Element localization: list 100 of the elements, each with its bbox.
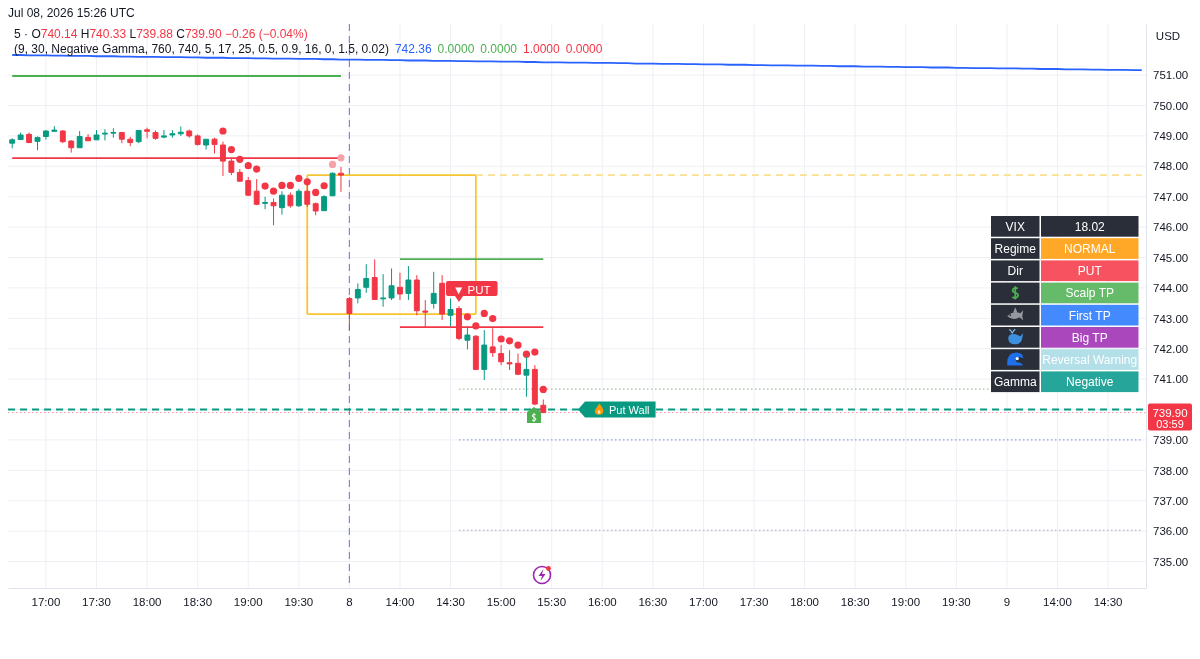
point [522, 350, 531, 358]
text: Jul 08, 2026 15:26 UTC [8, 6, 136, 20]
candlestick [177, 125, 184, 137]
x-tick-label: 16:30 [638, 596, 668, 609]
candlestick [354, 282, 361, 304]
candlestick [9, 137, 16, 149]
y-tick-label: 751.00 [1153, 69, 1189, 82]
candlestick [76, 130, 83, 149]
annotation: Scalp TP [1065, 286, 1114, 301]
x-tick-label: 16:00 [587, 596, 617, 609]
candlestick [110, 127, 117, 139]
candlestick [439, 274, 446, 321]
candlestick [321, 194, 328, 212]
candlestick [34, 136, 41, 151]
candlestick [262, 196, 269, 210]
candlestick [101, 128, 108, 141]
point [480, 309, 488, 318]
annotation: Reversal Warning [1042, 353, 1138, 368]
candlestick [85, 133, 92, 142]
point [269, 187, 278, 195]
candlestick [245, 176, 252, 197]
candlestick [380, 273, 387, 308]
annotation: 0.0000 [480, 42, 518, 56]
candlestick [17, 132, 24, 141]
annotation: Big TP [1071, 330, 1108, 345]
category-label: VIX [1005, 219, 1025, 234]
line-series [11, 54, 1143, 72]
annotation: PUT [1077, 264, 1103, 279]
point [244, 162, 252, 170]
candlestick [152, 129, 159, 141]
x-tick-label: 18:30 [183, 596, 213, 609]
point [497, 335, 505, 343]
text: 03:59 [1156, 417, 1184, 430]
point [303, 178, 311, 186]
ref-line-label: Put Wall [609, 403, 650, 416]
x-tick-label: 17:00 [689, 596, 718, 609]
candlestick [498, 344, 505, 366]
candlestick [346, 296, 353, 331]
x-tick-label: 18:30 [840, 596, 870, 609]
candlestick [371, 258, 378, 301]
y-axis-title: USD [1155, 30, 1181, 42]
point [531, 348, 539, 356]
x-tick-label: 19:30 [284, 596, 314, 609]
point [278, 181, 286, 190]
annotation: ▼ PUT [453, 283, 491, 296]
annotation: 0.0000 [437, 42, 475, 56]
x-tick-label: 17:30 [82, 596, 111, 609]
y-tick-label: 743.00 [1153, 312, 1189, 325]
x-tick-label: 19:00 [233, 596, 263, 609]
annotation: (9, 30, Negative Gamma, 760, 740, 5, 17, 25, 0.5, 0.9, 16, 0, 1.5, 0.02) [14, 42, 389, 56]
x-tick-label: 18:00 [132, 596, 162, 609]
candlestick [118, 132, 125, 144]
point [505, 337, 514, 345]
x-tick-label: 14:30 [1093, 596, 1123, 609]
point [219, 127, 227, 135]
y-tick-label: 744.00 [1153, 282, 1189, 295]
point [337, 154, 345, 162]
candlestick [270, 198, 277, 226]
candlestick [68, 139, 75, 154]
candlestick [329, 171, 336, 197]
x-tick-label: 17:00 [31, 596, 61, 609]
annotation: 18.02 [1074, 219, 1106, 234]
annotation: 742.36 [394, 42, 432, 56]
candlestick [531, 364, 538, 406]
category-label: Regime [994, 242, 1037, 257]
y-tick-label: 735.00 [1153, 555, 1189, 568]
candlestick [51, 125, 58, 132]
annotation: Negative [1066, 375, 1114, 390]
candlestick [186, 129, 193, 139]
candlestick [203, 138, 210, 151]
y-tick-label: 742.00 [1153, 342, 1189, 355]
point [514, 341, 522, 349]
candlestick [211, 137, 218, 155]
category-label: Dir [1007, 264, 1023, 279]
y-tick-label: 749.00 [1153, 130, 1189, 143]
candlestick [413, 274, 420, 316]
candlestick [253, 178, 260, 206]
y-tick-label: 748.00 [1153, 160, 1189, 173]
point [312, 188, 320, 197]
candlestick [127, 136, 134, 147]
candlestick [515, 353, 521, 376]
point [286, 181, 294, 190]
x-tick-label: 14:00 [385, 596, 415, 609]
point [489, 315, 497, 323]
x-tick-label: 14:30 [436, 596, 465, 609]
point [261, 182, 269, 190]
candlestick [397, 272, 403, 301]
y-tick-label: 738.00 [1153, 464, 1189, 477]
point [295, 174, 303, 183]
annotation: First TP [1068, 308, 1111, 323]
x-tick-label: 14:00 [1043, 596, 1072, 609]
y-tick-label: 739.00 [1153, 434, 1189, 447]
candlestick [93, 129, 100, 141]
candlestick [135, 129, 142, 144]
point [320, 182, 328, 190]
candlestick [312, 201, 319, 216]
point [539, 385, 547, 394]
y-tick-label: 736.00 [1153, 525, 1189, 538]
point [253, 165, 261, 173]
chart-title: 5 · O740.14 H740.33 L739.88 C739.90 −0.26 (−0.04%) [14, 27, 308, 41]
